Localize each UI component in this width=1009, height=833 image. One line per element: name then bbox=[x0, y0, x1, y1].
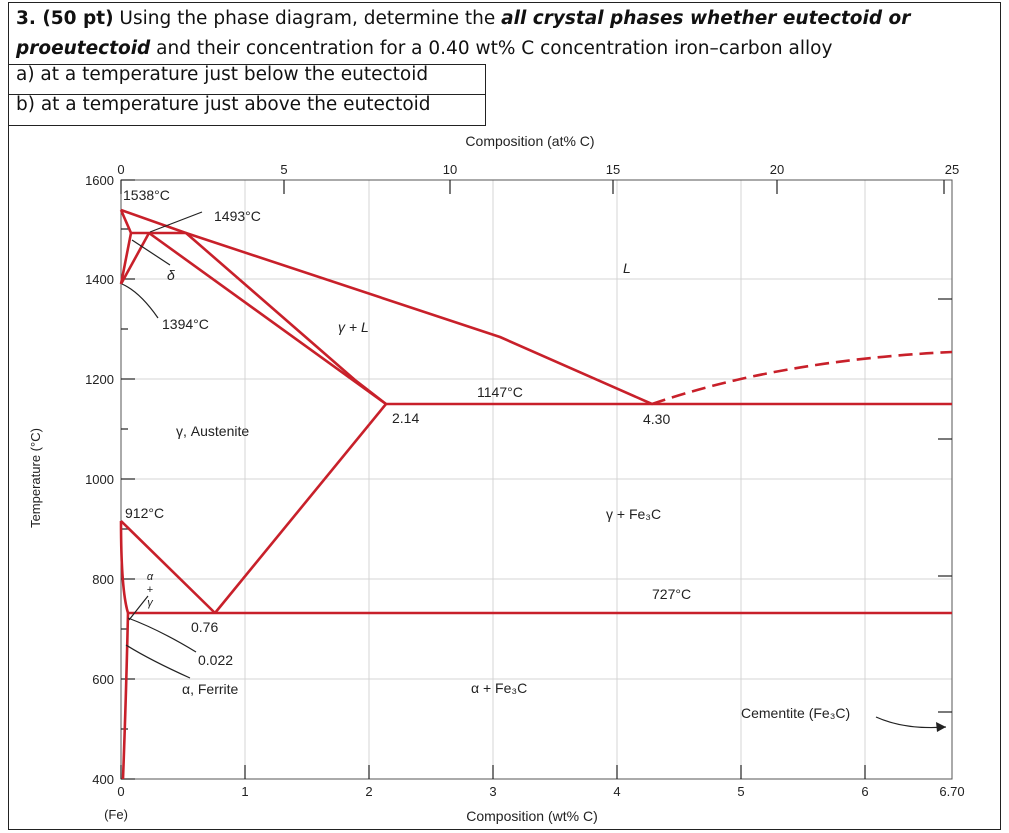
label-1493: 1493°C bbox=[214, 208, 261, 224]
bottom-tick-4: 4 bbox=[613, 784, 620, 799]
question-emphasis-2: proeutectoid bbox=[16, 38, 151, 59]
label-alpha-gamma-plus: + bbox=[147, 584, 153, 596]
question-text: 3. (50 pt) Using the phase diagram, dete… bbox=[16, 4, 1001, 64]
question-number: 3. (50 pt) bbox=[16, 8, 114, 29]
bottom-tick-1: 1 bbox=[241, 784, 248, 799]
bottom-tick-2: 2 bbox=[365, 784, 372, 799]
figure-frame bbox=[8, 2, 1001, 830]
y-tick-1600: 1600 bbox=[85, 173, 114, 188]
y-tick-600: 600 bbox=[92, 672, 114, 687]
top-tick-0: 0 bbox=[117, 162, 124, 177]
y-tick-labels: 1600 1400 1200 1000 800 600 400 bbox=[85, 173, 114, 787]
top-axis-title: Composition (at% C) bbox=[465, 133, 594, 149]
part-a: a) at a temperature just below the eutec… bbox=[16, 64, 429, 85]
question-text-a: Using the phase diagram, determine the bbox=[113, 8, 502, 29]
label-alpha-fe3c: α + Fe₃C bbox=[471, 680, 527, 696]
bottom-axis-title: Composition (wt% C) bbox=[466, 808, 597, 824]
question-line-1: 3. (50 pt) Using the phase diagram, dete… bbox=[16, 4, 1001, 34]
y-axis-title: Temperature (°C) bbox=[28, 428, 43, 528]
annotation-arrows bbox=[121, 211, 947, 729]
bottom-tick-3: 3 bbox=[489, 784, 496, 799]
label-alpha-gamma-gamma: γ bbox=[147, 597, 154, 609]
top-tick-5: 5 bbox=[280, 162, 287, 177]
top-tick-25: 25 bbox=[945, 162, 959, 177]
label-1538: 1538°C bbox=[123, 187, 170, 203]
bottom-tick-labels: 0 1 2 3 4 5 6 6.70 bbox=[117, 784, 964, 799]
cementite-arrowhead bbox=[936, 722, 946, 732]
label-2-14: 2.14 bbox=[392, 410, 419, 426]
label-gamma-l: γ + L bbox=[338, 319, 369, 335]
label-0-76: 0.76 bbox=[191, 619, 218, 635]
y-tick-1400: 1400 bbox=[85, 272, 114, 287]
y-tick-1000: 1000 bbox=[85, 472, 114, 487]
fe-label: (Fe) bbox=[104, 807, 128, 822]
label-1147: 1147°C bbox=[477, 384, 523, 400]
label-delta: δ bbox=[167, 267, 175, 283]
top-axis-ticks bbox=[120, 180, 945, 194]
grid bbox=[121, 180, 952, 779]
top-tick-10: 10 bbox=[443, 162, 457, 177]
y-tick-800: 800 bbox=[92, 572, 114, 587]
label-alpha-gamma-alpha: α bbox=[147, 571, 154, 583]
label-912: 912°C bbox=[125, 505, 164, 521]
bottom-tick-6: 6 bbox=[861, 784, 868, 799]
bottom-tick-6-70: 6.70 bbox=[939, 784, 964, 799]
parts-separator bbox=[8, 94, 486, 95]
bottom-tick-5: 5 bbox=[737, 784, 744, 799]
label-0-022: 0.022 bbox=[198, 652, 233, 668]
phase-boundaries bbox=[119, 208, 953, 780]
label-austenite: γ, Austenite bbox=[176, 423, 249, 439]
bottom-tick-0: 0 bbox=[117, 784, 124, 799]
parts-box bbox=[8, 64, 486, 126]
diagram-labels: 1538°C 1493°C δ L 1394°C γ + L 1147°C 2.… bbox=[123, 187, 850, 721]
part-b: b) at a temperature just above the eutec… bbox=[16, 94, 431, 115]
label-ferrite: α, Ferrite bbox=[182, 681, 239, 697]
bottom-axis-ticks bbox=[120, 765, 866, 779]
y-tick-1200: 1200 bbox=[85, 372, 114, 387]
label-4-30: 4.30 bbox=[643, 411, 670, 427]
label-cementite: Cementite (Fe₃C) bbox=[741, 705, 850, 721]
y-tick-400: 400 bbox=[92, 772, 114, 787]
question-emphasis-1: all crystal phases whether eutectoid or bbox=[501, 8, 911, 29]
label-gamma-fe3c: γ + Fe₃C bbox=[606, 506, 661, 522]
label-727: 727°C bbox=[652, 586, 691, 602]
label-liquid: L bbox=[623, 260, 631, 276]
top-tick-15: 15 bbox=[606, 162, 620, 177]
top-tick-labels: 0 5 10 15 20 25 bbox=[117, 162, 959, 177]
question-text-b: and their concentration for a 0.40 wt% C… bbox=[150, 38, 833, 59]
top-tick-20: 20 bbox=[770, 162, 784, 177]
label-1394: 1394°C bbox=[162, 316, 209, 332]
question-line-2: proeutectoid and their concentration for… bbox=[16, 34, 1001, 64]
